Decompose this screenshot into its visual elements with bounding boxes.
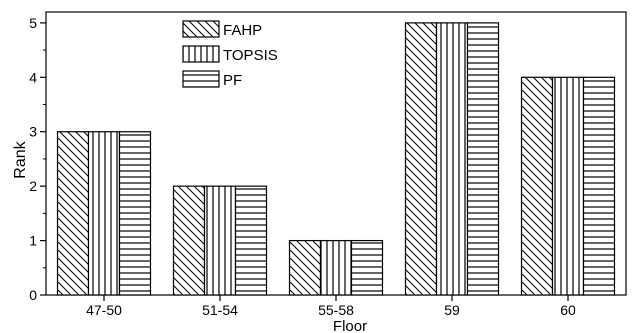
legend-swatch-fahp — [182, 20, 220, 38]
y-tick-label: 4 — [29, 69, 37, 85]
bar-pf — [466, 22, 500, 296]
legend-label-fahp: FAHP — [223, 22, 262, 39]
bar-pf — [350, 239, 384, 296]
plot-area: 0 1 2 3 4 5 47-50 51-54 55-58 59 60 FAHP TOPSIS PF — [29, 11, 627, 318]
bar-pf — [234, 185, 268, 296]
x-tick-label: 59 — [444, 302, 460, 318]
bar-topsis — [435, 22, 469, 296]
legend-label-pf: PF — [223, 72, 242, 89]
bar-fahp — [520, 76, 554, 296]
legend-label-topsis: TOPSIS — [223, 47, 278, 64]
bar-fahp — [56, 131, 90, 296]
x-tick-label: 55-58 — [318, 302, 354, 318]
y-tick-label: 0 — [29, 287, 37, 303]
x-axis-label: Floor — [333, 318, 367, 333]
bar-fahp — [404, 22, 438, 296]
bar-pf — [582, 76, 616, 296]
bar-pf — [118, 131, 152, 296]
y-tick-label: 5 — [29, 15, 37, 31]
bar-fahp — [172, 185, 206, 296]
y-tick-label: 1 — [29, 233, 37, 249]
bar-fahp — [288, 239, 322, 296]
legend-swatch-pf — [182, 70, 220, 88]
legend-swatch-topsis — [182, 45, 220, 63]
x-tick-label: 60 — [560, 302, 576, 318]
y-tick-label: 2 — [29, 178, 37, 194]
bar-topsis — [203, 185, 237, 296]
y-tick-label: 3 — [29, 124, 37, 140]
x-tick-label: 47-50 — [86, 302, 122, 318]
y-axis-label: Rank — [12, 140, 29, 178]
bar-topsis — [319, 239, 353, 296]
bar-topsis — [87, 131, 121, 296]
x-tick-label: 51-54 — [202, 302, 238, 318]
bar-topsis — [551, 76, 585, 296]
